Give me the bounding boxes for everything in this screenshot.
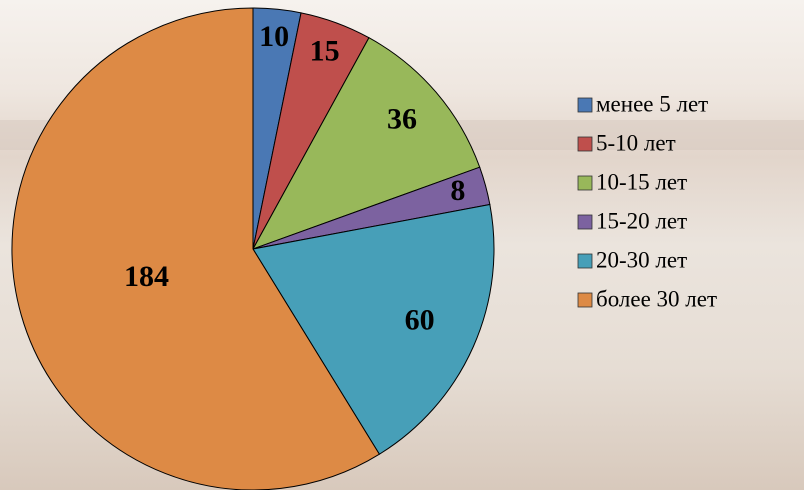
legend-swatch: [577, 253, 593, 269]
legend-swatch: [577, 292, 593, 308]
data-label: 15: [310, 34, 340, 67]
legend: менее 5 лет 5-10 лет 10-15 лет 15-20 лет 20-…: [577, 91, 717, 311]
legend-swatch: [577, 136, 593, 152]
pie-slice: [252, 203, 495, 455]
data-label: 184: [124, 260, 169, 293]
legend-label: 20-30 лет: [596, 247, 687, 272]
legend-label: менее 5 лет: [596, 91, 708, 116]
data-label: 60: [405, 304, 435, 337]
legend-label: 5-10 лет: [596, 130, 676, 155]
data-label: 8: [450, 174, 465, 207]
data-label: 10: [259, 20, 289, 53]
legend-label: 15-20 лет: [596, 208, 687, 233]
legend-swatch: [577, 175, 593, 191]
legend-label: 10-15 лет: [596, 169, 687, 194]
pie-slice: [251, 37, 481, 250]
legend-label: более 30 лет: [596, 286, 717, 311]
pie: 10 15 36 8 60 184: [11, 7, 495, 490]
legend-swatch: [577, 97, 593, 113]
legend-swatch: [577, 214, 593, 230]
data-label: 36: [387, 102, 417, 135]
